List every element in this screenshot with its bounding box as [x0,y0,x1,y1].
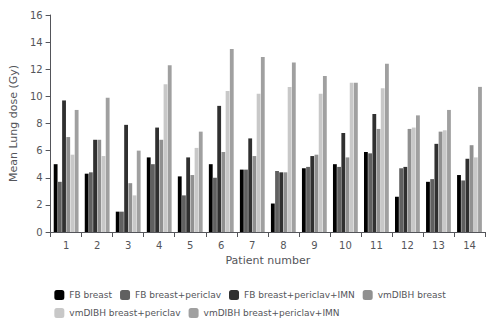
svg-text:10: 10 [339,240,352,251]
svg-text:10: 10 [30,91,43,102]
svg-text:vmDIBH breast+periclav+IMN: vmDIBH breast+periclav+IMN [204,308,340,318]
svg-text:2: 2 [94,240,100,251]
svg-text:Mean Lung dose (Gy): Mean Lung dose (Gy) [7,65,20,182]
svg-text:16: 16 [30,10,43,21]
svg-text:6: 6 [218,240,224,251]
svg-text:vmDIBH breast: vmDIBH breast [378,290,446,300]
svg-text:2: 2 [36,199,42,210]
svg-text:14: 14 [463,240,476,251]
svg-text:8: 8 [280,240,286,251]
svg-text:14: 14 [30,37,43,48]
svg-text:vmDIBH breast+periclav: vmDIBH breast+periclav [69,308,181,318]
svg-text:3: 3 [125,240,131,251]
svg-text:FB breast: FB breast [69,290,112,300]
svg-text:Patient number: Patient number [225,254,310,267]
svg-text:FB breast+periclav: FB breast+periclav [135,290,222,300]
svg-text:0: 0 [36,227,42,238]
svg-text:12: 12 [401,240,414,251]
svg-text:5: 5 [187,240,193,251]
svg-text:7: 7 [249,240,255,251]
svg-text:8: 8 [36,118,42,129]
svg-text:6: 6 [36,145,42,156]
svg-text:13: 13 [432,240,445,251]
svg-text:1: 1 [63,240,69,251]
svg-text:FB breast+periclav+IMN: FB breast+periclav+IMN [244,290,355,300]
svg-text:4: 4 [156,240,162,251]
svg-text:11: 11 [370,240,383,251]
svg-text:12: 12 [30,64,43,75]
svg-text:4: 4 [36,172,42,183]
svg-text:9: 9 [311,240,317,251]
